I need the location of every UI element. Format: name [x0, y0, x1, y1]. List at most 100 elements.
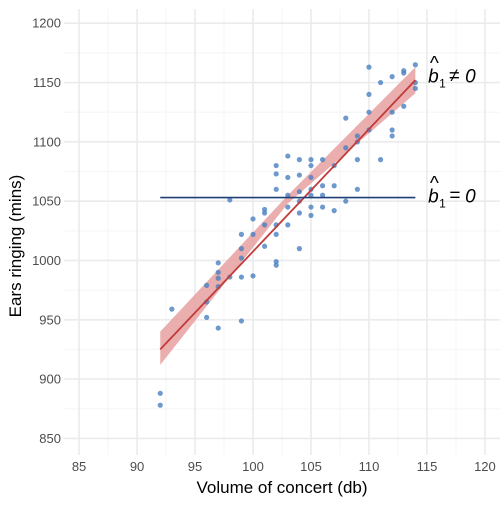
- data-point: [354, 157, 360, 163]
- data-point: [296, 172, 302, 178]
- data-point: [366, 109, 372, 115]
- x-axis-title: Volume of concert (db): [196, 478, 367, 497]
- annotation-value: 0: [465, 67, 476, 88]
- x-tick-label: 110: [359, 459, 380, 474]
- data-point: [366, 64, 372, 70]
- data-point: [262, 206, 268, 213]
- data-point: [343, 198, 349, 204]
- tick-labels-layer: 85 90 95 100 105 110 115 1208509009501000105011…: [32, 16, 496, 474]
- data-point: [238, 255, 245, 261]
- data-point: [273, 231, 279, 237]
- data-point: [273, 162, 279, 169]
- data-point: [308, 192, 314, 198]
- y-tick-label: 1200: [32, 16, 61, 31]
- ci-band-layer: [160, 67, 416, 365]
- x-tick-label: 90: [130, 459, 144, 474]
- data-point: [412, 62, 418, 68]
- data-point: [285, 153, 291, 159]
- x-tick-label: 85: [72, 459, 86, 474]
- data-point: [250, 216, 256, 222]
- annotation-h1: ^b 1 ≠ 0: [428, 54, 476, 91]
- data-point: [296, 246, 302, 252]
- annotation-subscript: 1: [439, 77, 446, 91]
- y-axis-title: Ears ringing (mins): [6, 175, 25, 318]
- data-point: [308, 162, 314, 169]
- lines-layer: [159, 79, 417, 351]
- annotation-value: 0: [465, 186, 476, 207]
- data-point: [343, 145, 349, 151]
- annotations-layer: ^b 1 ≠ 0^b 1 = 0: [428, 54, 476, 211]
- data-point: [204, 314, 210, 321]
- data-point: [273, 259, 279, 265]
- annotation-h0: ^b 1 = 0: [428, 173, 476, 210]
- annotation-relation: =: [449, 185, 460, 206]
- data-point: [215, 325, 221, 331]
- data-point: [319, 204, 326, 210]
- data-point: [401, 70, 407, 76]
- data-point: [285, 222, 291, 228]
- y-tick-label: 850: [39, 431, 61, 446]
- data-point: [285, 174, 291, 181]
- data-point: [296, 189, 302, 195]
- data-point: [389, 133, 395, 139]
- data-point: [215, 260, 221, 266]
- data-point: [389, 74, 395, 80]
- annotation-hat: ^: [430, 54, 440, 75]
- y-tick-label: 900: [39, 372, 61, 387]
- data-point: [401, 103, 407, 109]
- data-point: [308, 174, 314, 181]
- data-point: [238, 318, 245, 324]
- data-point: [308, 204, 314, 210]
- annotation-symbol: b: [428, 67, 439, 88]
- y-tick-label: 1150: [33, 75, 61, 90]
- data-point: [250, 231, 256, 237]
- data-point: [377, 79, 384, 86]
- annotation-hat: ^: [430, 173, 440, 194]
- data-point: [308, 157, 314, 163]
- data-point: [389, 109, 395, 115]
- data-point: [366, 91, 372, 98]
- data-point: [354, 186, 360, 192]
- data-point: [262, 243, 268, 249]
- x-tick-label: 115: [417, 459, 438, 474]
- x-tick-label: 95: [188, 459, 202, 474]
- data-point: [331, 183, 337, 189]
- data-point: [169, 306, 175, 312]
- x-tick-label: 100: [242, 459, 264, 474]
- data-point: [215, 275, 221, 281]
- regression-line: [159, 79, 417, 351]
- data-point: [412, 85, 418, 92]
- data-point: [296, 210, 302, 216]
- data-point: [285, 192, 291, 198]
- data-point: [308, 212, 314, 218]
- x-tick-label: 120: [474, 459, 496, 474]
- annotation-relation: ≠: [449, 66, 459, 87]
- data-point: [343, 115, 349, 121]
- data-point: [319, 183, 326, 189]
- data-point: [227, 197, 233, 203]
- y-tick-label: 1100: [33, 134, 61, 149]
- data-point: [262, 210, 268, 216]
- data-point: [319, 157, 326, 163]
- data-point: [377, 157, 384, 163]
- data-point: [250, 273, 256, 279]
- data-point: [273, 262, 279, 268]
- data-point: [273, 186, 279, 192]
- x-tick-label: 105: [300, 459, 322, 474]
- confidence-band: [160, 67, 416, 365]
- annotation-symbol: b: [428, 186, 439, 207]
- data-point: [319, 192, 326, 198]
- data-point: [285, 204, 291, 210]
- annotation-subscript: 1: [439, 196, 446, 210]
- data-point: [238, 231, 245, 237]
- y-tick-label: 950: [39, 312, 61, 327]
- y-tick-label: 1050: [32, 194, 61, 209]
- data-point: [157, 390, 163, 396]
- data-point: [296, 157, 302, 163]
- data-point: [204, 282, 210, 288]
- data-point: [273, 171, 279, 177]
- y-tick-label: 1000: [32, 253, 61, 268]
- data-point: [331, 208, 337, 214]
